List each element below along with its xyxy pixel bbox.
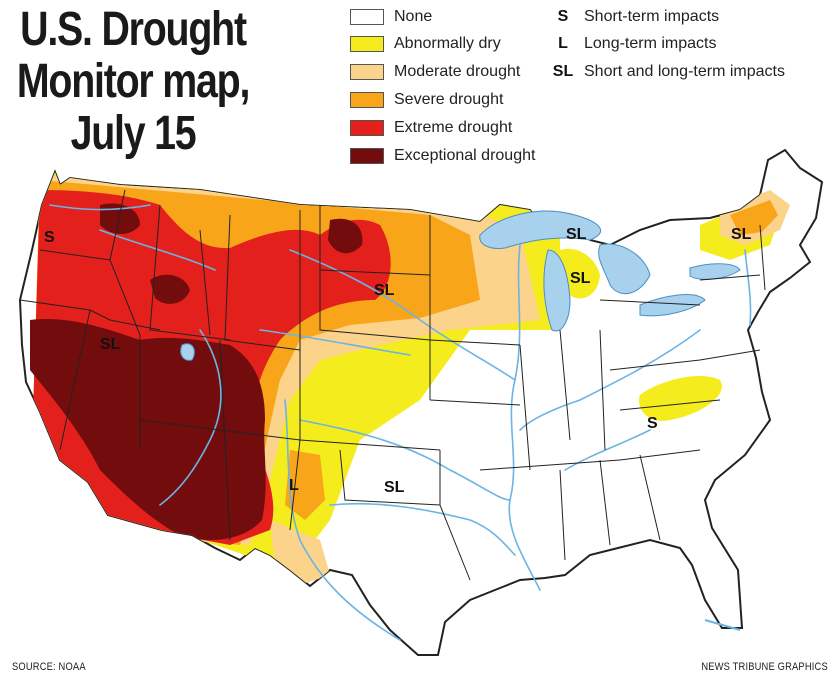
area-severe-texas: [285, 450, 325, 520]
river-red: [329, 502, 516, 556]
river-mississippi: [508, 244, 541, 591]
impact-label: Short and long-term impacts: [584, 63, 785, 80]
map-label-sl-ny: SL: [731, 226, 752, 243]
area-exceptional-mt: [328, 218, 363, 254]
source-credit: SOURCE: NOAA: [12, 661, 86, 673]
impact-code: SL: [552, 63, 574, 80]
legend-item-severe: Severe drought: [350, 89, 503, 111]
area-abnormally-dry-east: [639, 375, 722, 421]
lake-superior: [479, 210, 602, 249]
map-label-l-nm: L: [289, 477, 299, 494]
river-tennessee: [564, 429, 651, 471]
area-exceptional: [30, 319, 266, 540]
legend-item-abnormally-dry: Abnormally dry: [350, 33, 501, 55]
legend-label: None: [394, 8, 433, 25]
river-rio-grande: [284, 399, 401, 641]
map-label-sl-mi: SL: [570, 270, 591, 287]
title-line-2: Monitor map,: [16, 55, 251, 108]
impact-item-long: L Long-term impacts: [548, 33, 717, 55]
map-label-s-va: S: [647, 415, 658, 432]
impact-item-short-long: SL Short and long-term impacts: [548, 61, 785, 83]
legend-swatch-moderate: [350, 64, 384, 80]
impact-item-short: S Short-term impacts: [548, 6, 719, 28]
lake-ontario: [689, 263, 741, 280]
map-label-sl-ok: SL: [384, 479, 405, 496]
legend-label: Extreme drought: [394, 119, 513, 136]
legend-swatch-none: [350, 9, 384, 25]
area-exceptional-wa: [100, 203, 140, 235]
legend-label: Severe drought: [394, 91, 504, 108]
map-label-sl-nv: SL: [100, 336, 121, 353]
legend-label: Exceptional drought: [394, 147, 536, 164]
impact-code: S: [557, 8, 569, 25]
state-borders: [19, 189, 766, 581]
lake-michigan: [543, 249, 571, 332]
river-ohio: [519, 329, 701, 431]
river-hudson: [744, 249, 752, 326]
lake-huron: [598, 243, 651, 295]
great-lakes: [180, 210, 741, 361]
legend-item-exceptional: Exceptional drought: [350, 145, 535, 167]
legend-swatch-exceptional: [350, 148, 384, 164]
drought-areas: [30, 170, 790, 585]
map-label-s-wa: S: [44, 229, 55, 246]
river-colorado: [159, 329, 222, 506]
impact-label: Short-term impacts: [584, 8, 720, 25]
legend-item-extreme: Extreme drought: [350, 117, 512, 139]
legend-label: Moderate drought: [394, 63, 521, 80]
rivers: [49, 204, 752, 641]
legend-swatch-severe: [350, 92, 384, 108]
river-platte: [259, 329, 411, 356]
graphics-credit: NEWS TRIBUNE GRAPHICS: [701, 661, 828, 673]
title-line-3: July 15: [70, 107, 197, 160]
legend-item-none: None: [350, 6, 432, 28]
river-missouri: [289, 249, 516, 381]
area-severe-northeast: [730, 200, 778, 235]
legend-item-moderate: Moderate drought: [350, 61, 520, 83]
map-title: U.S. Drought Monitor map, July 15: [10, 4, 256, 160]
area-exceptional-ne: [150, 274, 190, 304]
impact-code: L: [558, 35, 568, 52]
legend-swatch-extreme: [350, 120, 384, 136]
impact-label: Long-term impacts: [584, 35, 717, 52]
river-arkansas: [299, 419, 511, 501]
river-columbia: [49, 204, 151, 211]
map-label-sl-sd: SL: [374, 282, 395, 299]
legend-label: Abnormally dry: [394, 35, 501, 52]
florida-keys: [704, 619, 741, 631]
title-line-1: U.S. Drought: [20, 3, 247, 56]
lake-erie: [639, 294, 706, 317]
great-salt-lake: [180, 343, 195, 361]
legend-swatch-abnormally-dry: [350, 36, 384, 52]
map-label-sl-mi-up: SL: [566, 226, 587, 243]
